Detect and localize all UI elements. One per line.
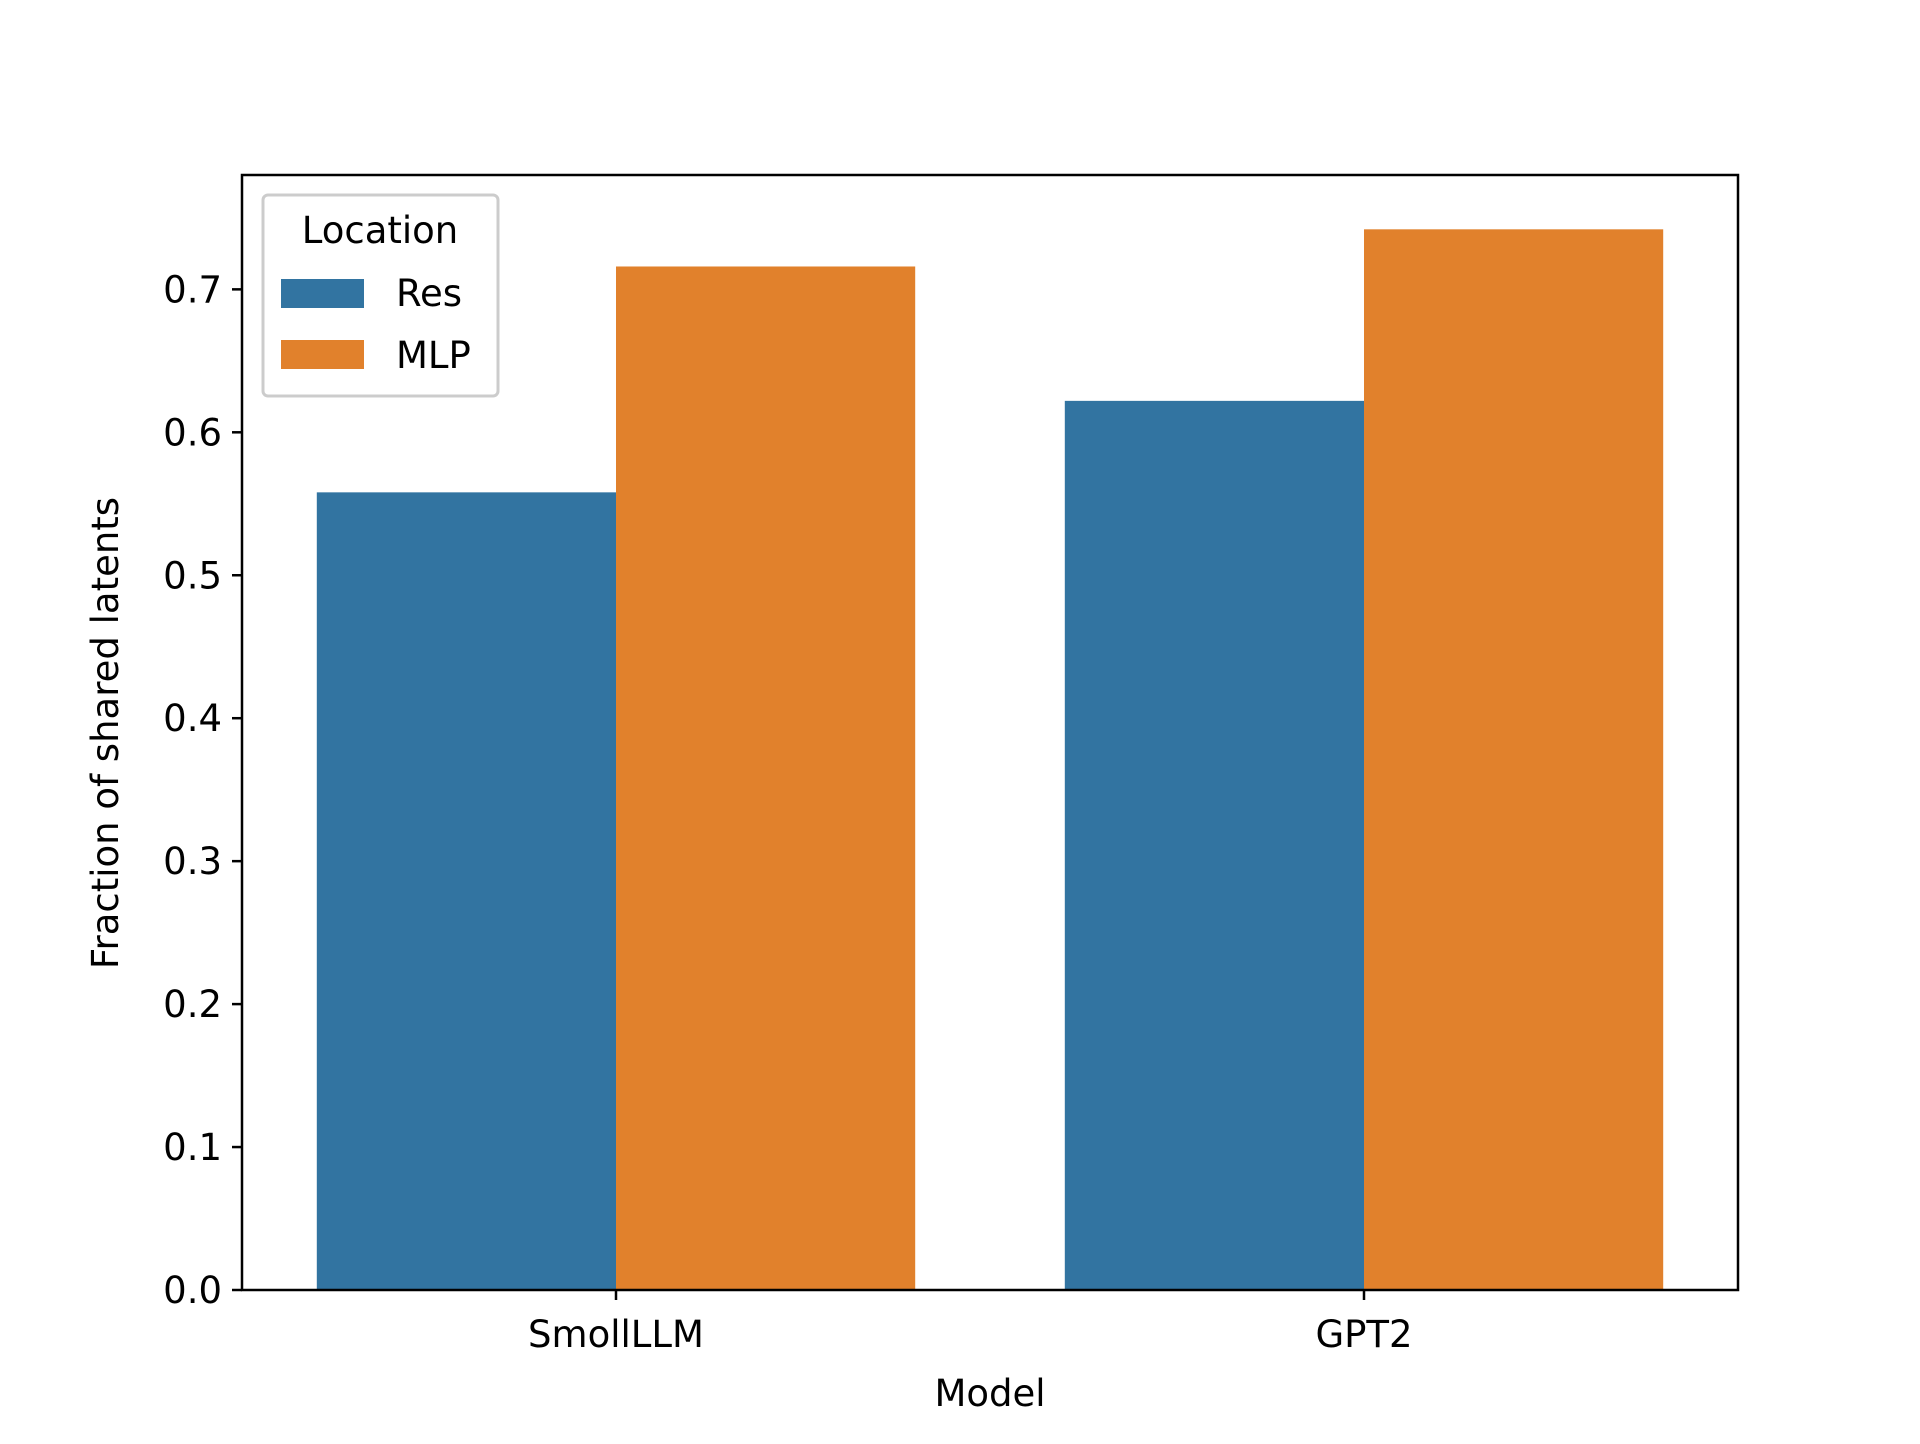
- legend-title: Location: [302, 209, 459, 252]
- bar-mlp-smollllm: [616, 266, 916, 1290]
- y-tick-label: 0.6: [163, 411, 222, 454]
- bar-res-gpt2: [1064, 400, 1364, 1290]
- legend: Location Res MLP: [261, 193, 500, 398]
- plot-frame: [240, 173, 1740, 1292]
- legend-swatch-res: [281, 279, 364, 308]
- y-tick-label: 0.3: [163, 840, 222, 883]
- axes-layer: SmollLLM GPT2 0.0 0.1 0.2 0.3 0.4 0.5 0.6 0.7: [163, 173, 1740, 1356]
- x-tick-label-smollllm: SmollLLM: [528, 1313, 704, 1356]
- x-tick-label-gpt2: GPT2: [1315, 1313, 1412, 1356]
- bar-res-smollllm: [316, 492, 616, 1290]
- legend-label-mlp: MLP: [396, 334, 471, 377]
- y-tick-label: 0.2: [163, 983, 222, 1026]
- bars-layer: [316, 229, 1664, 1290]
- legend-swatch-mlp: [281, 340, 364, 369]
- x-axis-label: Model: [934, 1372, 1045, 1415]
- y-tick-label: 0.5: [163, 554, 222, 597]
- y-tick-label: 0.1: [163, 1126, 222, 1169]
- y-tick-label: 0.0: [163, 1269, 222, 1312]
- legend-label-res: Res: [396, 272, 462, 315]
- bar-mlp-gpt2: [1364, 229, 1664, 1290]
- y-tick-label: 0.4: [163, 697, 222, 740]
- y-axis-label: Fraction of shared latents: [84, 497, 127, 969]
- y-tick-label: 0.7: [163, 268, 222, 311]
